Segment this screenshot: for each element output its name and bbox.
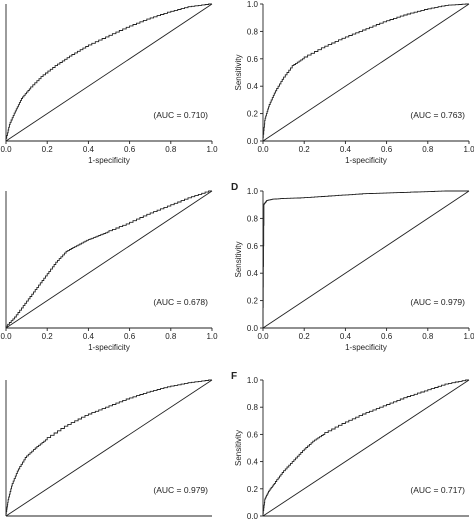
reference-diagonal-line xyxy=(5,379,213,517)
x-tick-label: 1.0 xyxy=(463,332,474,341)
x-tick-label: 0.8 xyxy=(422,332,434,341)
x-tick-label: 0.6 xyxy=(124,145,136,154)
reference-diagonal-line xyxy=(5,190,213,329)
y-tick-label: 0.4 xyxy=(247,82,259,91)
y-tick-label: 0.6 xyxy=(247,430,259,439)
x-tick-label: 0.6 xyxy=(381,145,393,154)
y-axis-label: Sensitivity xyxy=(234,430,243,466)
y-tick-label: 0.8 xyxy=(247,403,259,412)
roc-panel-4: 0.0 0.2 0.4 0.6 0.8 1.0 0.0 0.2 0.4 0.6 0.8 1.0 1-sp… xyxy=(231,182,474,352)
y-tick-label: 0.0 xyxy=(247,137,259,146)
reference-diagonal-line xyxy=(262,190,470,329)
auc-annotation: (AUC = 0.710) xyxy=(153,110,208,120)
auc-annotation: (AUC = 0.979) xyxy=(410,297,465,307)
roc-curve xyxy=(5,3,212,141)
x-tick-label: 0.0 xyxy=(257,332,269,341)
y-tick-label: 0.0 xyxy=(247,512,259,520)
roc-curve xyxy=(5,190,212,328)
x-tick-label: 0.6 xyxy=(381,332,393,341)
y-tick-label: 0.0 xyxy=(247,324,259,333)
x-tick-label: 0.0 xyxy=(0,145,12,154)
y-tick-label: 1.0 xyxy=(247,0,259,9)
panel-label: F xyxy=(231,371,237,382)
y-axis-label: Sensitivity xyxy=(234,54,243,90)
y-tick-label: 0.4 xyxy=(247,269,259,278)
x-axis-label: 1-specificity xyxy=(345,343,387,352)
x-axis-label: 1-specificity xyxy=(88,156,130,165)
x-tick-label: 0.8 xyxy=(165,145,177,154)
x-axis-label: 1-specificity xyxy=(88,343,130,352)
y-tick-label: 0.6 xyxy=(247,242,259,251)
roc-panel-3: 0.0 0.2 0.4 0.6 0.8 1.0 1-specificity (AUC = 0.… xyxy=(0,190,218,352)
y-tick-label: 0.4 xyxy=(247,458,259,467)
y-tick-label: 1.0 xyxy=(247,376,259,385)
x-tick-label: 0.2 xyxy=(299,332,311,341)
panel-label: D xyxy=(231,182,238,193)
x-tick-label: 0.0 xyxy=(257,145,269,154)
auc-annotation: (AUC = 0.717) xyxy=(410,485,465,495)
x-tick-label: 0.2 xyxy=(299,145,311,154)
x-tick-label: 1.0 xyxy=(463,145,474,154)
auc-annotation: (AUC = 0.763) xyxy=(410,110,465,120)
auc-annotation: (AUC = 0.979) xyxy=(153,485,208,495)
x-tick-label: 0.6 xyxy=(124,332,136,341)
roc-curve xyxy=(262,190,469,328)
reference-diagonal-line xyxy=(262,3,470,142)
y-tick-label: 1.0 xyxy=(247,187,259,196)
x-tick-label: 1.0 xyxy=(206,332,218,341)
roc-panel-5: (AUC = 0.979) xyxy=(5,379,213,517)
roc-curve xyxy=(262,379,469,516)
x-tick-label: 0.4 xyxy=(83,332,95,341)
roc-panel-1: 0.0 0.2 0.4 0.6 0.8 1.0 1-specificity (AUC = 0.… xyxy=(0,3,218,165)
reference-diagonal-line xyxy=(262,379,470,517)
x-tick-label: 0.0 xyxy=(0,332,12,341)
roc-curve xyxy=(262,3,469,141)
auc-annotation: (AUC = 0.678) xyxy=(153,297,208,307)
roc-curve xyxy=(5,379,212,516)
x-tick-label: 0.4 xyxy=(83,145,95,154)
x-tick-label: 0.8 xyxy=(165,332,177,341)
x-tick-label: 0.2 xyxy=(42,332,54,341)
roc-panel-6: 0.0 0.2 0.4 0.6 0.8 1.0 Sensitivity (AUC = 0.71… xyxy=(231,371,470,520)
y-tick-label: 0.8 xyxy=(247,214,259,223)
x-tick-label: 0.4 xyxy=(340,332,352,341)
y-tick-label: 0.2 xyxy=(247,297,259,306)
x-tick-label: 0.8 xyxy=(422,145,434,154)
x-axis-label: 1-specificity xyxy=(345,156,387,165)
x-tick-label: 0.4 xyxy=(340,145,352,154)
x-tick-label: 0.2 xyxy=(42,145,54,154)
y-tick-label: 0.2 xyxy=(247,110,259,119)
y-tick-label: 0.8 xyxy=(247,27,259,36)
y-tick-label: 0.2 xyxy=(247,485,259,494)
reference-diagonal-line xyxy=(5,3,213,142)
y-tick-label: 0.6 xyxy=(247,55,259,64)
y-axis-label: Sensitivity xyxy=(234,241,243,277)
roc-panel-2: 0.0 0.2 0.4 0.6 0.8 1.0 0.0 0.2 0.4 0.6 0.8 1.0 1-sp… xyxy=(234,0,474,165)
x-tick-label: 1.0 xyxy=(206,145,218,154)
